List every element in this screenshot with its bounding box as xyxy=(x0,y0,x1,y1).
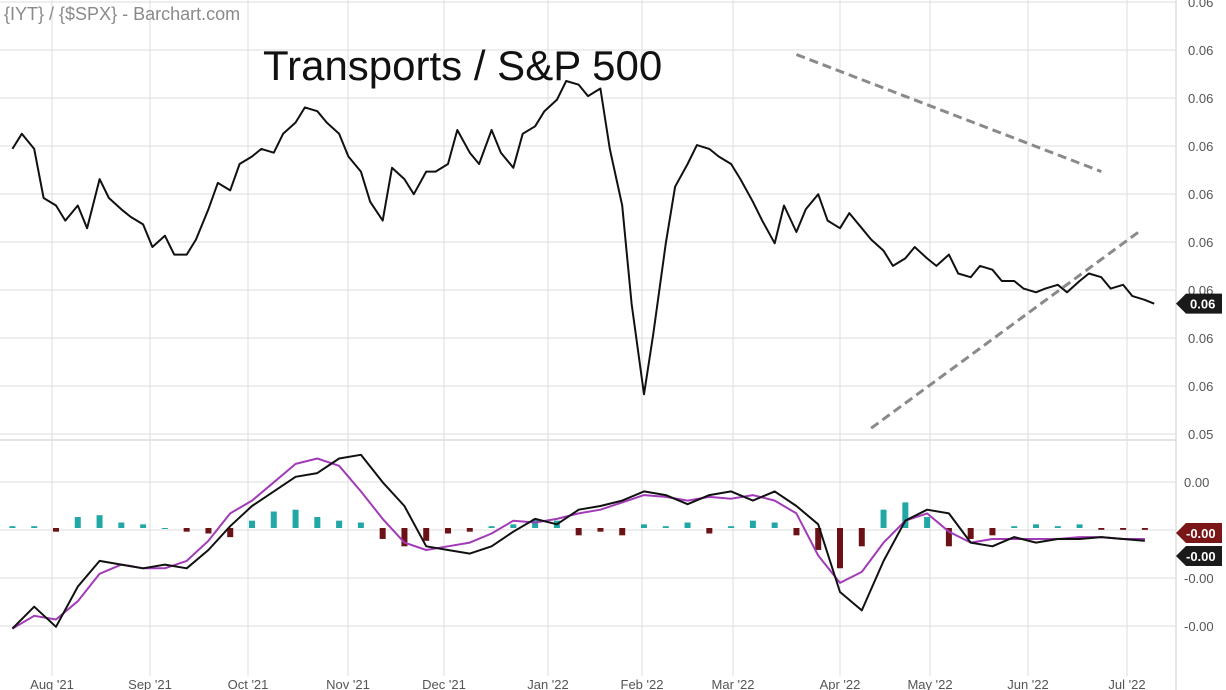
macd-histogram-bar xyxy=(1076,524,1083,528)
macd-histogram-bar xyxy=(96,515,103,528)
macd-value-label: -0.00 xyxy=(1186,549,1216,564)
macd-histogram-bar xyxy=(118,522,125,528)
last-price-badge xyxy=(1176,293,1222,314)
x-tick-label: Oct '21 xyxy=(228,677,269,690)
macd-histogram-bar xyxy=(945,528,952,547)
macd-histogram-bar xyxy=(336,520,343,528)
x-tick-label: Jan '22 xyxy=(527,677,569,690)
macd-histogram-bar xyxy=(749,520,756,528)
macd-value-badge xyxy=(1176,546,1222,566)
x-tick-label: Mar '22 xyxy=(712,677,755,690)
trendline-lower xyxy=(870,230,1140,430)
macd-histogram-bar xyxy=(793,528,800,536)
x-tick-label: Nov '21 xyxy=(326,677,370,690)
macd-histogram-bar xyxy=(183,528,190,532)
grid xyxy=(0,0,1177,690)
macd-histogram-bar xyxy=(989,528,996,536)
hist-value-badge xyxy=(1176,523,1222,543)
macd-histogram-bar xyxy=(858,528,865,547)
macd-histogram-bar xyxy=(466,528,473,532)
macd-histogram-bar xyxy=(967,528,974,539)
macd-histogram-bar xyxy=(445,528,451,534)
macd-histogram-bar xyxy=(74,517,81,528)
macd-line xyxy=(11,453,1145,630)
macd-histogram-bar xyxy=(641,524,647,528)
macd-histogram-bar xyxy=(619,528,626,536)
macd-histogram-bar xyxy=(270,511,277,528)
macd-histogram-bar xyxy=(292,509,299,528)
macd-tick-label: -0.00 xyxy=(1184,571,1214,586)
price-tick-label: 0.05 xyxy=(1188,427,1213,442)
macd-histogram-bar xyxy=(401,528,408,547)
price-tick-label: 0.06 xyxy=(1188,0,1213,10)
macd-histogram-bar xyxy=(902,502,909,528)
price-tick-label: 0.06 xyxy=(1188,187,1213,202)
price-tick-label: 0.06 xyxy=(1188,91,1213,106)
price-tick-label: 0.06 xyxy=(1188,43,1213,58)
macd-histogram-bar xyxy=(662,526,669,528)
macd-histogram-bar xyxy=(1141,528,1148,530)
macd-histogram-bar xyxy=(1054,526,1061,528)
macd-histogram-bar xyxy=(205,528,212,534)
macd-panel xyxy=(9,453,1148,630)
x-tick-label: Sep '21 xyxy=(128,677,172,690)
macd-histogram-bar xyxy=(227,528,234,538)
macd-histogram-bar xyxy=(924,517,931,528)
macd-histogram-bar xyxy=(9,526,16,528)
macd-histogram-bar xyxy=(488,526,495,528)
macd-histogram-bar xyxy=(510,524,517,528)
signal-line xyxy=(11,457,1145,630)
symbol-header: {IYT} / {$SPX} - Barchart.com xyxy=(4,4,241,24)
macd-histogram-bar xyxy=(314,517,321,528)
x-tick-label: Jul '22 xyxy=(1108,677,1145,690)
macd-histogram-bar xyxy=(1011,526,1018,528)
price-tick-label: 0.06 xyxy=(1188,379,1213,394)
macd-histogram-bar xyxy=(1098,528,1105,530)
macd-histogram-bar xyxy=(706,528,713,534)
price-tick-label: 0.06 xyxy=(1188,331,1213,346)
macd-histogram-bar xyxy=(161,528,168,529)
macd-histogram-bar xyxy=(379,528,386,539)
price-tick-label: 0.06 xyxy=(1188,139,1213,154)
macd-histogram-bar xyxy=(815,528,822,550)
x-tick-label: May '22 xyxy=(907,677,952,690)
x-tick-label: Dec '21 xyxy=(422,677,466,690)
macd-histogram-bar xyxy=(423,528,430,541)
price-series-line xyxy=(11,80,1155,396)
macd-tick-label: 0.00 xyxy=(1184,475,1209,490)
macd-histogram-bar xyxy=(575,528,582,536)
macd-histogram-bar xyxy=(728,526,735,528)
macd-histogram-bar xyxy=(31,526,38,528)
last-price-label: 0.06 xyxy=(1190,297,1215,312)
axes: 0.06 0.06 0.06 0.06 0.06 0.06 0.06 0.06 0.06 0.05… xyxy=(30,0,1222,690)
x-tick-label: Apr '22 xyxy=(820,677,861,690)
macd-histogram-bar xyxy=(880,509,887,528)
x-tick-label: Feb '22 xyxy=(621,677,664,690)
macd-histogram-bar xyxy=(249,520,255,528)
hist-value-label: -0.00 xyxy=(1186,526,1216,541)
macd-histogram-bar xyxy=(140,524,147,528)
macd-histogram-bar xyxy=(53,528,59,532)
macd-tick-label: -0.00 xyxy=(1184,619,1214,634)
trendline-upper xyxy=(795,53,1102,173)
macd-histogram-bar xyxy=(1033,524,1039,528)
x-tick-label: Jun '22 xyxy=(1007,677,1049,690)
macd-histogram-bar xyxy=(771,522,778,528)
macd-histogram-bar xyxy=(837,528,843,569)
macd-histogram-bar xyxy=(1120,528,1127,530)
macd-histogram-bar xyxy=(357,522,364,528)
macd-histogram-bar xyxy=(597,528,604,532)
price-tick-label: 0.06 xyxy=(1188,235,1213,250)
macd-histogram-bar xyxy=(684,522,691,528)
x-tick-label: Aug '21 xyxy=(30,677,74,690)
chart-title: Transports / S&P 500 xyxy=(263,42,663,89)
price-panel xyxy=(11,53,1155,430)
